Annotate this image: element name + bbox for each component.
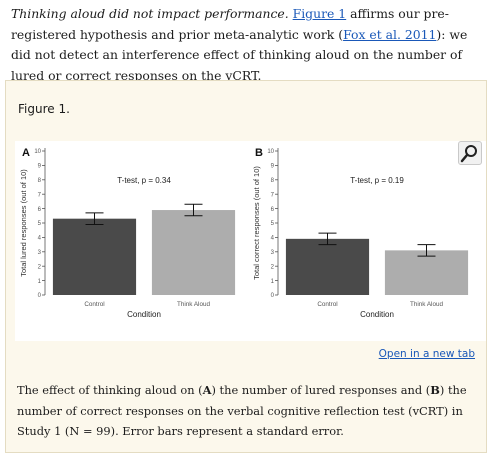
- chart-panel-b: B 0 1 2 3 4 5 6 7 8 9 10 Total correct responses (ou…: [248, 141, 481, 345]
- bar: [285, 238, 370, 295]
- fox-2011-citation-link[interactable]: Fox et al. 2011: [343, 26, 437, 42]
- caption-panel-a-ref: A: [202, 383, 212, 397]
- y-tick-label: 8: [271, 178, 275, 184]
- x-axis-title: Condition: [127, 310, 161, 319]
- caption-text-1: The effect of thinking aloud on (: [17, 383, 203, 397]
- ttest-annotation: T-test, p = 0.19: [350, 176, 404, 185]
- x-tick-label: Control: [84, 301, 104, 308]
- x-tick-label: Control: [317, 301, 337, 308]
- y-tick-label: 10: [34, 149, 41, 155]
- y-tick-label: 3: [271, 250, 275, 256]
- figure-1-link[interactable]: Figure 1: [292, 6, 347, 21]
- caption-text-2: ) the number of lured responses and (: [211, 383, 431, 397]
- chart-panel-a: A 0 1 2 3 4 5 6 7 8 9 10 Total lured responses (out …: [15, 141, 248, 345]
- x-tick-label: Think Aloud: [410, 301, 443, 308]
- intro-paragraph: Thinking aloud did not impact performanc…: [11, 4, 491, 86]
- y-tick-label: 1: [38, 279, 42, 285]
- figure-label: Figure 1.: [18, 102, 70, 116]
- ttest-annotation: T-test, p = 0.34: [117, 176, 171, 185]
- y-tick-label: 4: [271, 236, 275, 242]
- panel-letter: B: [255, 147, 263, 159]
- y-tick-label: 7: [271, 192, 275, 198]
- intro-emphasis: Thinking aloud did not impact performanc…: [11, 6, 289, 21]
- y-tick-label: 2: [38, 264, 42, 270]
- intro-text-3: ): we did not detect an interference eff…: [11, 26, 468, 83]
- y-tick-label: 9: [271, 164, 275, 170]
- magnify-icon[interactable]: [458, 141, 482, 165]
- bar: [384, 250, 469, 295]
- bar: [151, 210, 236, 295]
- caption-text-3: ) the number of correct responses on the…: [17, 383, 467, 438]
- open-in-new-tab-link[interactable]: Open in a new tab: [378, 348, 475, 360]
- y-tick-label: 0: [38, 293, 42, 299]
- y-tick-label: 5: [38, 221, 42, 227]
- figure-image[interactable]: A 0 1 2 3 4 5 6 7 8 9 10 Total lured responses (out …: [15, 141, 486, 341]
- chart-svg: A 0 1 2 3 4 5 6 7 8 9 10 Total lured responses (out …: [19, 147, 236, 319]
- y-tick-label: 10: [267, 149, 274, 155]
- intro-text-2: affirms our pre-registered hypothesis an…: [11, 6, 449, 42]
- y-tick-label: 1: [271, 279, 275, 285]
- y-tick-label: 8: [38, 178, 42, 184]
- y-tick-label: 9: [38, 164, 42, 170]
- y-tick-label: 6: [271, 207, 275, 213]
- figure-box: Figure 1. A 0 1 2 3 4 5 6 7 8 9 10 Total lured respo…: [5, 80, 487, 453]
- caption-panel-b-ref: B: [430, 383, 440, 397]
- x-axis-title: Condition: [360, 310, 394, 319]
- y-tick-label: 7: [38, 192, 42, 198]
- y-tick-label: 4: [38, 236, 42, 242]
- y-tick-label: 0: [271, 293, 275, 299]
- y-tick-label: 2: [271, 264, 275, 270]
- bar: [52, 218, 137, 295]
- panel-letter: A: [22, 147, 30, 159]
- y-tick-label: 6: [38, 207, 42, 213]
- y-axis-title: Total correct responses (out of 10): [252, 166, 261, 280]
- x-tick-label: Think Aloud: [177, 301, 210, 308]
- chart-svg: B 0 1 2 3 4 5 6 7 8 9 10 Total correct responses (ou…: [252, 147, 469, 319]
- figure-caption: The effect of thinking aloud on (A) the …: [17, 380, 483, 442]
- y-axis-title: Total lured responses (out of 10): [19, 169, 28, 277]
- y-tick-label: 3: [38, 250, 42, 256]
- y-tick-label: 5: [271, 221, 275, 227]
